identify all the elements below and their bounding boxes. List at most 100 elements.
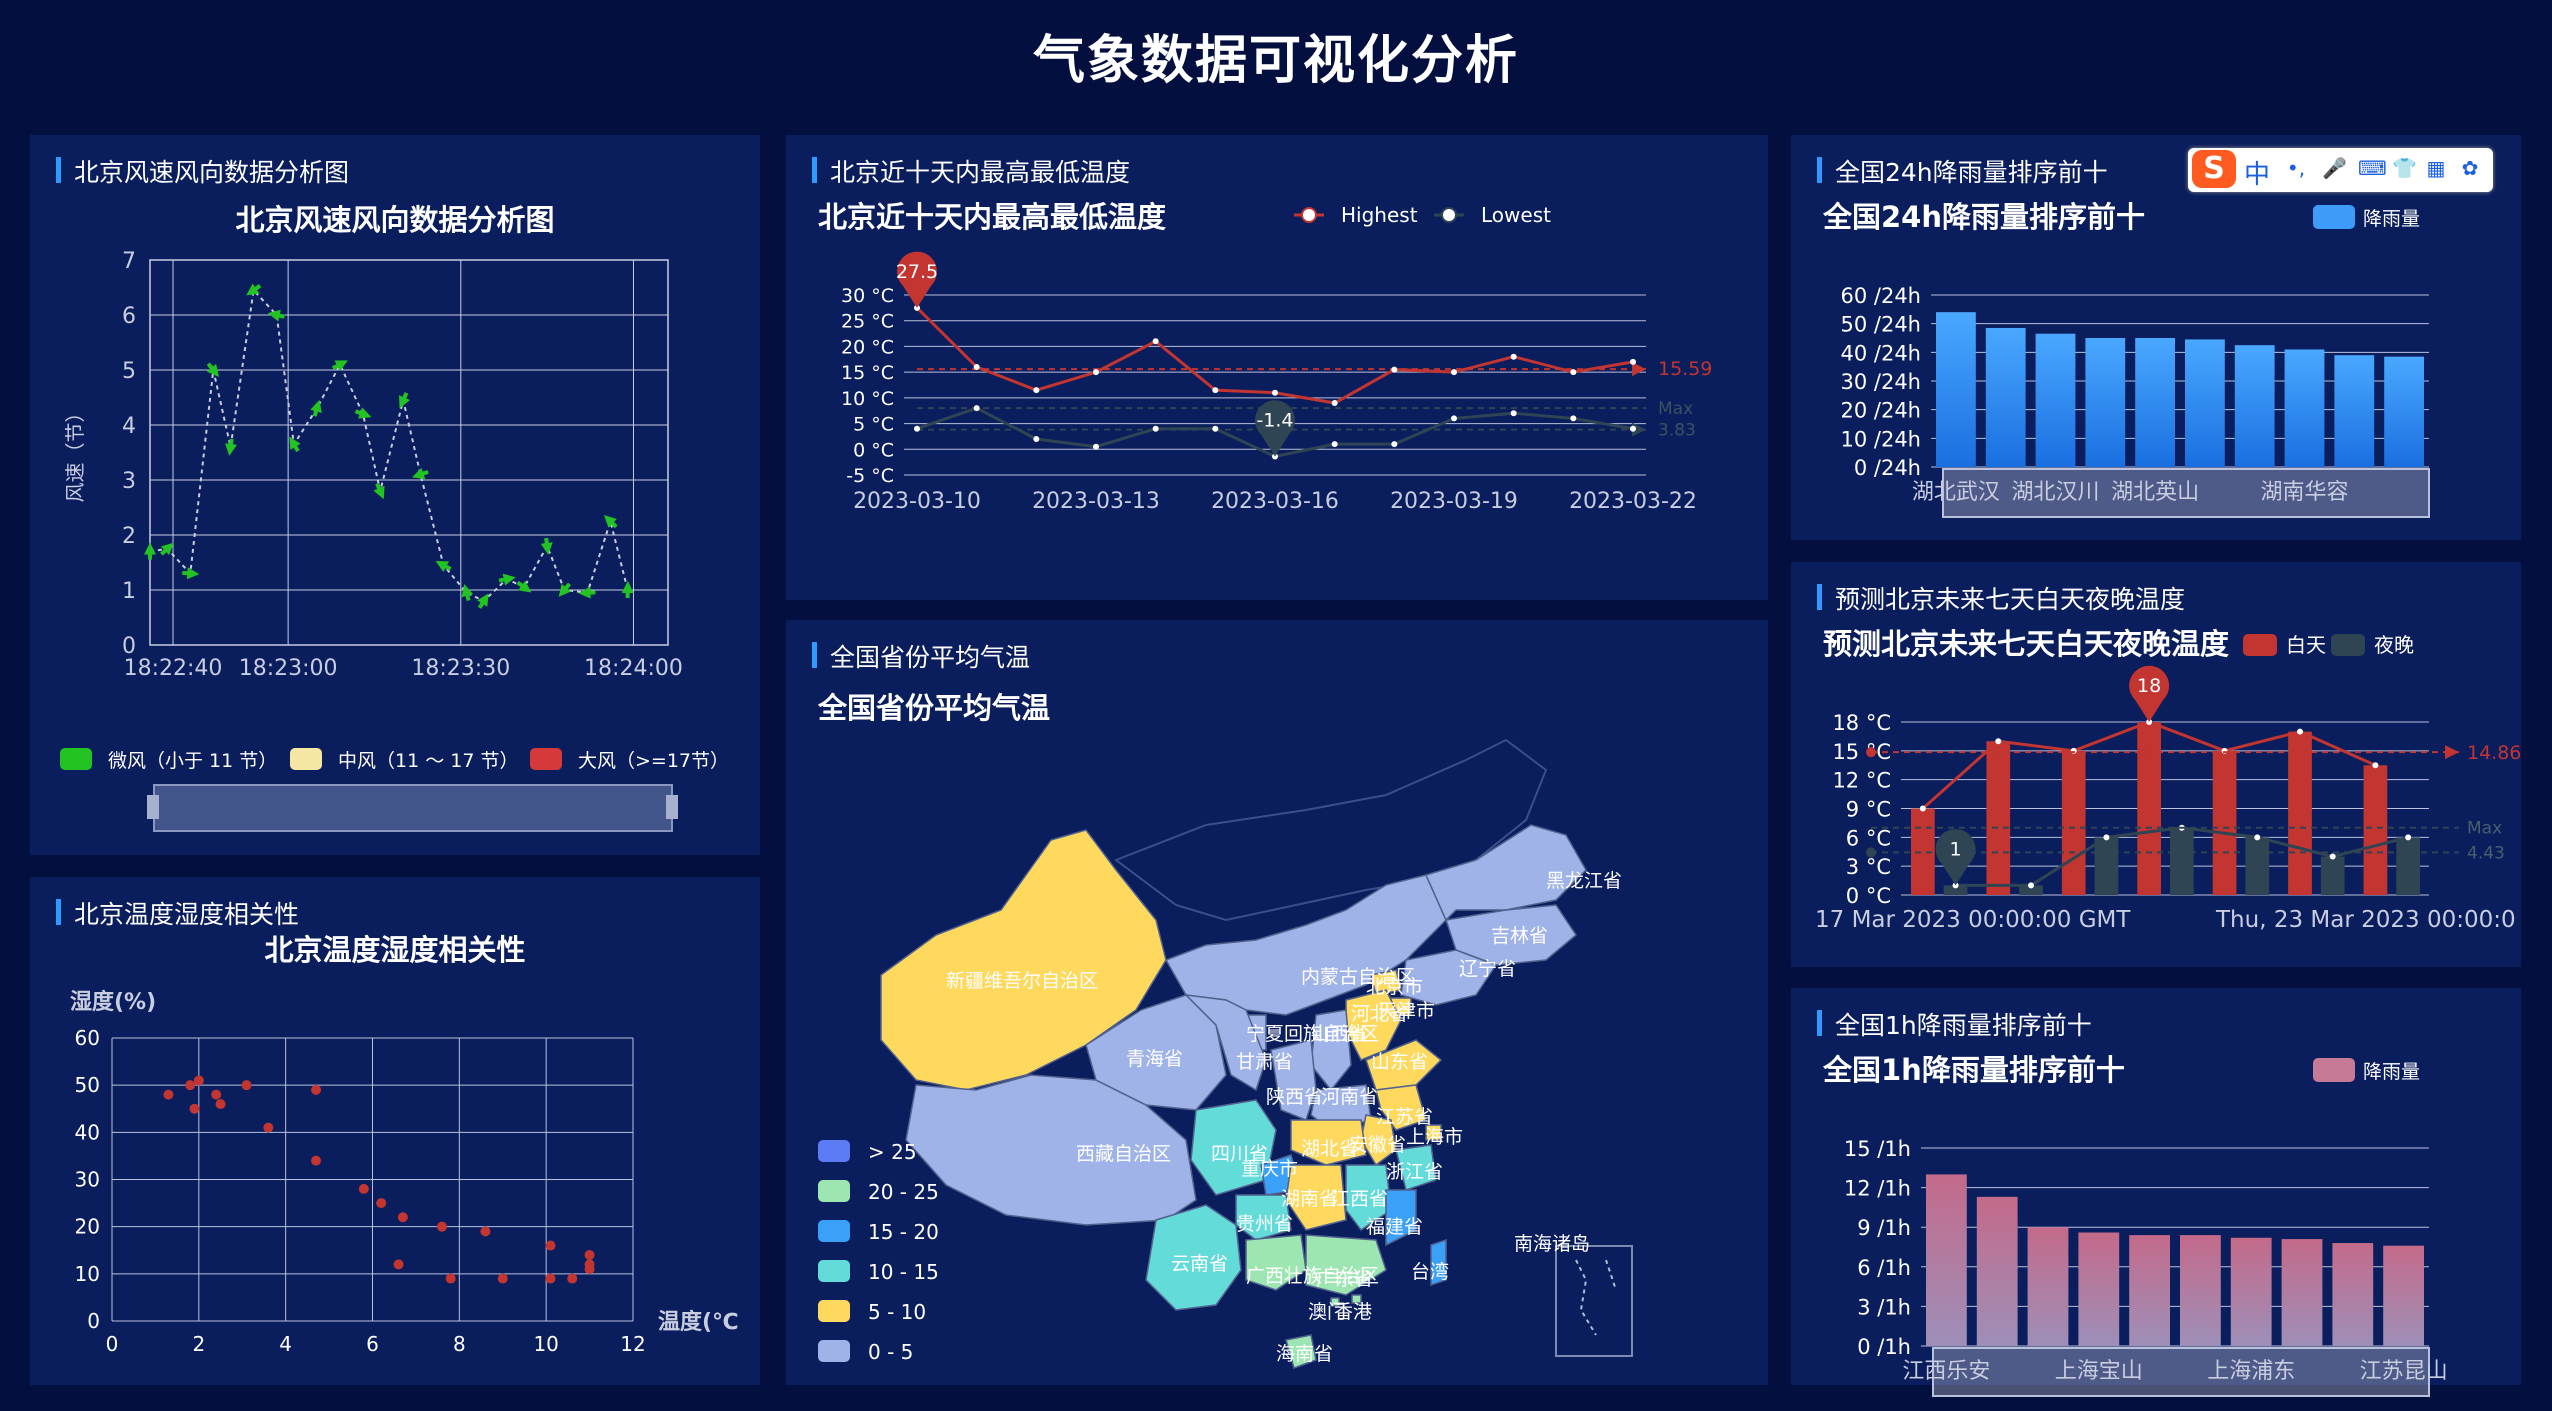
province-label: 广西壮族自治区 (1246, 1265, 1379, 1287)
chart-title: 北京近十天内最高最低温度 (818, 200, 1166, 234)
scatter-point (215, 1099, 226, 1110)
ime-toolbar[interactable]: S 中 •, 🎤 ⌨ 👕 ▦ ✿ (2188, 148, 2493, 192)
legend-label: Lowest (1481, 203, 1551, 227)
markline-arrow (1632, 422, 1646, 437)
slider-handle-left (147, 795, 159, 819)
data-point (1152, 425, 1159, 432)
data-point (2146, 719, 2153, 725)
panel-forecast: 预测北京未来七天白天夜晚温度 预测北京未来七天白天夜晚温度 白天 夜晚 0 °C 3 °… (1791, 562, 2521, 967)
sogou-logo-icon[interactable]: S (2192, 150, 2236, 188)
wind-arrow (225, 438, 237, 456)
wind-arrow (398, 392, 410, 409)
y-tick-label: 3 /1h (1857, 1295, 1911, 1319)
y-tick-label: 60 /24h (1840, 284, 1921, 308)
datazoom-slider (1932, 1347, 2430, 1397)
province-shape (1183, 993, 1267, 1092)
data-point (1391, 441, 1398, 448)
x-tick-label: 10 (533, 1332, 558, 1356)
province-label: 澳门 (1308, 1301, 1346, 1323)
keyboard-icon[interactable]: ⌨ (2358, 156, 2387, 180)
bar (2078, 1232, 2120, 1346)
data-point (1152, 338, 1159, 345)
province-label: 山东省 (1371, 1051, 1428, 1073)
x-tick-label: 6 (366, 1332, 379, 1356)
bar (2281, 1239, 2323, 1346)
x-tick-label: 湖北英山 (2111, 480, 2199, 505)
marker-pin (1935, 829, 1976, 886)
province-label: 河南省 (1321, 1086, 1378, 1108)
panel-title: 北京近十天内最高最低温度 (812, 153, 1130, 189)
x-tick-label: 湖北武汉 (1912, 480, 2000, 505)
toolbox-grid-icon[interactable]: ▦ (2426, 156, 2446, 180)
province-shape (1290, 1119, 1367, 1166)
province-label: 江西省 (1331, 1188, 1388, 1210)
wind-arrow (354, 407, 372, 419)
bar (2035, 333, 2076, 467)
legend-swatch (290, 748, 322, 770)
bar (2332, 1243, 2374, 1346)
marker-pin (897, 251, 937, 308)
y-tick-label: 3 °C (1846, 855, 1891, 879)
bar (1985, 327, 2026, 467)
y-tick-label: 50 (75, 1073, 100, 1097)
bar (2135, 338, 2175, 467)
y-tick-label: 0 °C (853, 439, 894, 461)
x-tick-label: 17 Mar 2023 00:00:00 GMT (1815, 907, 2131, 933)
legend-dot (1301, 207, 1317, 223)
panel-rain1: 全国1h降雨量排序前十 全国1h降雨量排序前十 降雨量 0 /1h 3 /1h 6 /1… (1791, 988, 2521, 1397)
data-point (973, 405, 980, 412)
legend-label: 白天 (2286, 633, 2326, 657)
x-tick-label: 上海宝山 (2055, 1359, 2143, 1384)
skin-shirt-icon[interactable]: 👕 (2392, 156, 2417, 180)
bar (2094, 837, 2119, 895)
bar (1936, 312, 1976, 467)
series-line (915, 306, 1634, 405)
scatter-point (185, 1080, 196, 1091)
data-point (2372, 762, 2379, 769)
bar (2129, 1235, 2170, 1346)
y-tick-label: 7 (122, 249, 136, 274)
province-label: 福建省 (1366, 1216, 1423, 1238)
legend-label: > 25 (868, 1140, 917, 1164)
wind-arrow (246, 283, 262, 296)
province-shape (1235, 1194, 1292, 1241)
bar (1986, 741, 2011, 895)
marker-label: 27.5 (896, 261, 938, 283)
border-outline (1113, 738, 1548, 922)
panel-map: 全国省份平均气温 全国省份平均气温 新疆维吾尔自治区 西藏自治区 青海省 内蒙古自治区 黑… (786, 620, 1768, 1385)
bar (2212, 750, 2237, 895)
south-sea-inset (1555, 1245, 1633, 1357)
y-tick-label: 6 (122, 304, 136, 329)
data-point (1331, 400, 1338, 406)
wind-line (149, 288, 629, 603)
y-tick-label: 12 °C (1832, 769, 1891, 793)
y-tick-label: 2 (122, 524, 136, 549)
province-shape (1285, 1334, 1317, 1369)
y-tick-label: 12 /1h (1844, 1177, 1911, 1201)
province-shape (1400, 949, 1498, 1006)
y-tick-label: 0 (87, 1309, 100, 1333)
datazoom-slider (153, 784, 673, 832)
province-label: 南海诸岛 (1514, 1233, 1590, 1255)
legend-label: 15 - 20 (868, 1220, 939, 1244)
microphone-icon[interactable]: 🎤 (2322, 156, 2347, 180)
province-shape (1430, 1238, 1447, 1287)
data-point (2103, 834, 2110, 841)
province-label: 陕西省 (1266, 1086, 1323, 1108)
panel-title: 北京风速风向数据分析图 (56, 153, 349, 189)
ime-language-toggle[interactable]: 中 (2244, 160, 2271, 190)
punctuation-icon[interactable]: •, (2286, 156, 2306, 180)
markline-start (1866, 847, 1876, 858)
markline-start (1866, 747, 1876, 758)
scatter-point (189, 1103, 200, 1114)
y-tick-label: 9 °C (1846, 798, 1891, 822)
markline-label: Max (2467, 819, 2502, 839)
province-label: 河北省 (1351, 1003, 1408, 1025)
x-tick-label: 江苏昆山 (2360, 1359, 2448, 1384)
province-label: 天津市 (1378, 1000, 1435, 1022)
scatter-point (584, 1249, 595, 1260)
wind-arrow (267, 309, 285, 322)
scatter-point (445, 1273, 456, 1284)
mascot-icon[interactable]: ✿ (2461, 156, 2479, 180)
y-tick-label: 10 /24h (1840, 427, 1921, 451)
